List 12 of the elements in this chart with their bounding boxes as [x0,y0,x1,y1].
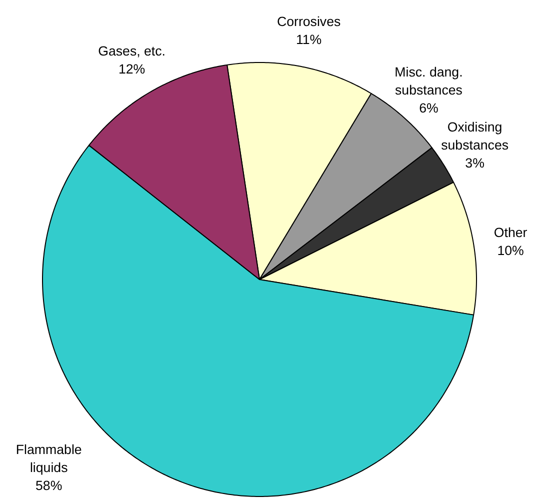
slice-label: Gases, etc. [98,44,166,59]
data-label: 3% [465,155,485,170]
data-label: 10% [497,243,524,258]
data-label: 12% [118,62,146,77]
data-label: 6% [419,100,439,116]
slice-label: Other [494,225,528,240]
slice-label: Oxidising substances [441,119,509,152]
data-label: 11% [296,32,322,47]
slice-label: Misc. dang. substances [394,64,463,98]
slice-label: Corrosives [276,14,341,29]
data-label: 58% [36,478,62,493]
slice-label: Flammable liquids [16,442,82,475]
